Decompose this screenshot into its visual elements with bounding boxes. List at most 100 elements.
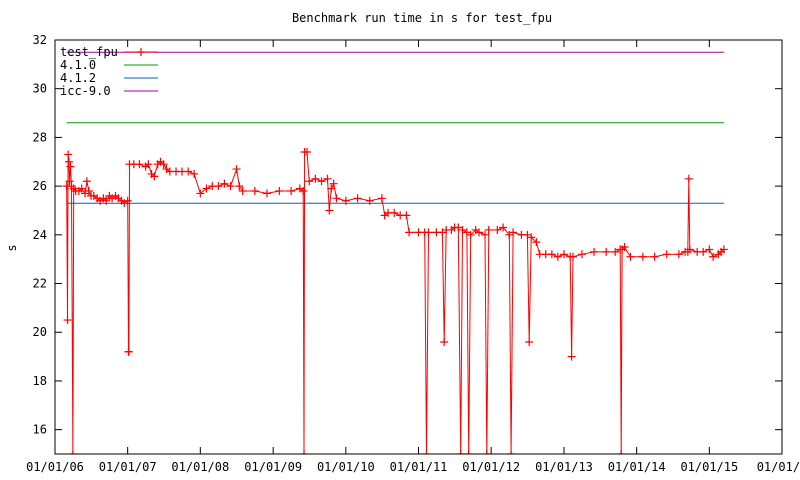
data-point bbox=[144, 160, 153, 169]
data-point bbox=[568, 252, 577, 261]
y-tick-label: 20 bbox=[33, 325, 47, 339]
data-point bbox=[66, 162, 75, 171]
x-tick-label: 01/01/14 bbox=[608, 460, 666, 474]
data-point bbox=[317, 177, 326, 186]
data-point bbox=[124, 347, 133, 356]
data-point bbox=[509, 228, 518, 237]
data-point bbox=[456, 450, 465, 454]
x-tick-label: 01/01/11 bbox=[390, 460, 448, 474]
data-point bbox=[305, 177, 314, 186]
data-point bbox=[196, 189, 205, 198]
x-tick-label: 01/01/13 bbox=[535, 460, 593, 474]
data-point bbox=[684, 174, 693, 183]
legend-label: 4.1.2 bbox=[60, 71, 96, 85]
data-point bbox=[325, 206, 334, 215]
y-axis-label: s bbox=[5, 244, 19, 251]
data-point bbox=[377, 194, 386, 203]
data-point bbox=[577, 250, 586, 259]
data-point bbox=[353, 194, 362, 203]
data-point bbox=[466, 230, 475, 239]
x-tick-label: 01/01/15 bbox=[680, 460, 738, 474]
y-tick-label: 28 bbox=[33, 130, 47, 144]
data-point bbox=[685, 245, 694, 254]
data-point bbox=[709, 252, 718, 261]
data-point bbox=[65, 177, 74, 186]
data-point bbox=[480, 230, 489, 239]
data-point bbox=[475, 228, 484, 237]
data-point bbox=[238, 186, 247, 195]
data-point bbox=[263, 189, 272, 198]
legend-label: icc-9.0 bbox=[60, 84, 111, 98]
data-point bbox=[184, 167, 193, 176]
data-point bbox=[202, 184, 211, 193]
data-point bbox=[440, 337, 449, 346]
data-point bbox=[507, 450, 516, 454]
x-tick-label: 01/01/10 bbox=[317, 460, 375, 474]
data-point bbox=[135, 160, 144, 169]
data-point bbox=[323, 174, 332, 183]
data-point bbox=[64, 157, 73, 166]
plot-area bbox=[62, 51, 728, 454]
x-tick-label: 01/01/06 bbox=[26, 460, 84, 474]
y-tick-label: 32 bbox=[33, 33, 47, 47]
data-point bbox=[275, 186, 284, 195]
data-point bbox=[365, 196, 374, 205]
data-point bbox=[150, 172, 159, 181]
y-tick-label: 30 bbox=[33, 82, 47, 96]
data-point bbox=[327, 184, 336, 193]
legend-marker bbox=[137, 48, 145, 56]
data-point bbox=[68, 450, 77, 454]
data-point bbox=[390, 208, 399, 217]
data-point bbox=[300, 450, 309, 454]
y-tick-label: 16 bbox=[33, 423, 47, 437]
data-point bbox=[311, 174, 320, 183]
data-point bbox=[332, 194, 341, 203]
data-point bbox=[77, 184, 86, 193]
data-point bbox=[102, 196, 111, 205]
data-point bbox=[567, 352, 576, 361]
x-tick-label: 01/01/09 bbox=[244, 460, 302, 474]
data-point bbox=[626, 252, 635, 261]
data-point bbox=[482, 450, 491, 454]
x-tick-label: 01/01/07 bbox=[99, 460, 157, 474]
y-tick-label: 22 bbox=[33, 277, 47, 291]
data-point bbox=[329, 179, 338, 188]
data-point bbox=[220, 179, 229, 188]
y-tick-label: 18 bbox=[33, 374, 47, 388]
data-point bbox=[63, 316, 72, 325]
data-point bbox=[638, 252, 647, 261]
legend-label: 4.1.0 bbox=[60, 58, 96, 72]
data-point bbox=[82, 177, 91, 186]
axis-ticks: 16 18 20 22 24 26 28 30 32 01/01/06 01/01/07 01/01/… bbox=[26, 33, 800, 474]
data-point bbox=[299, 186, 308, 195]
data-point bbox=[454, 223, 463, 232]
data-point bbox=[662, 250, 671, 259]
data-point bbox=[235, 182, 244, 191]
data-point bbox=[617, 450, 626, 454]
x-tick-label: 01/01/12 bbox=[462, 460, 520, 474]
data-point bbox=[719, 245, 728, 254]
data-point bbox=[214, 182, 223, 191]
data-point bbox=[458, 225, 467, 234]
y-tick-label: 26 bbox=[33, 179, 47, 193]
data-point bbox=[590, 247, 599, 256]
data-point bbox=[705, 245, 714, 254]
data-point bbox=[527, 233, 536, 242]
data-point bbox=[287, 186, 296, 195]
data-point bbox=[402, 211, 411, 220]
data-point bbox=[484, 225, 493, 234]
data-point bbox=[611, 247, 620, 256]
data-point bbox=[650, 252, 659, 261]
data-point bbox=[674, 250, 683, 259]
data-point bbox=[190, 169, 199, 178]
data-point bbox=[250, 186, 259, 195]
data-point bbox=[464, 450, 473, 454]
data-point bbox=[602, 247, 611, 256]
data-point bbox=[499, 223, 508, 232]
data-point bbox=[422, 450, 431, 454]
legend-label: test_fpu bbox=[60, 45, 118, 59]
data-point bbox=[84, 186, 93, 195]
data-point bbox=[620, 243, 629, 251]
data-point bbox=[341, 196, 350, 205]
data-point bbox=[226, 182, 235, 191]
